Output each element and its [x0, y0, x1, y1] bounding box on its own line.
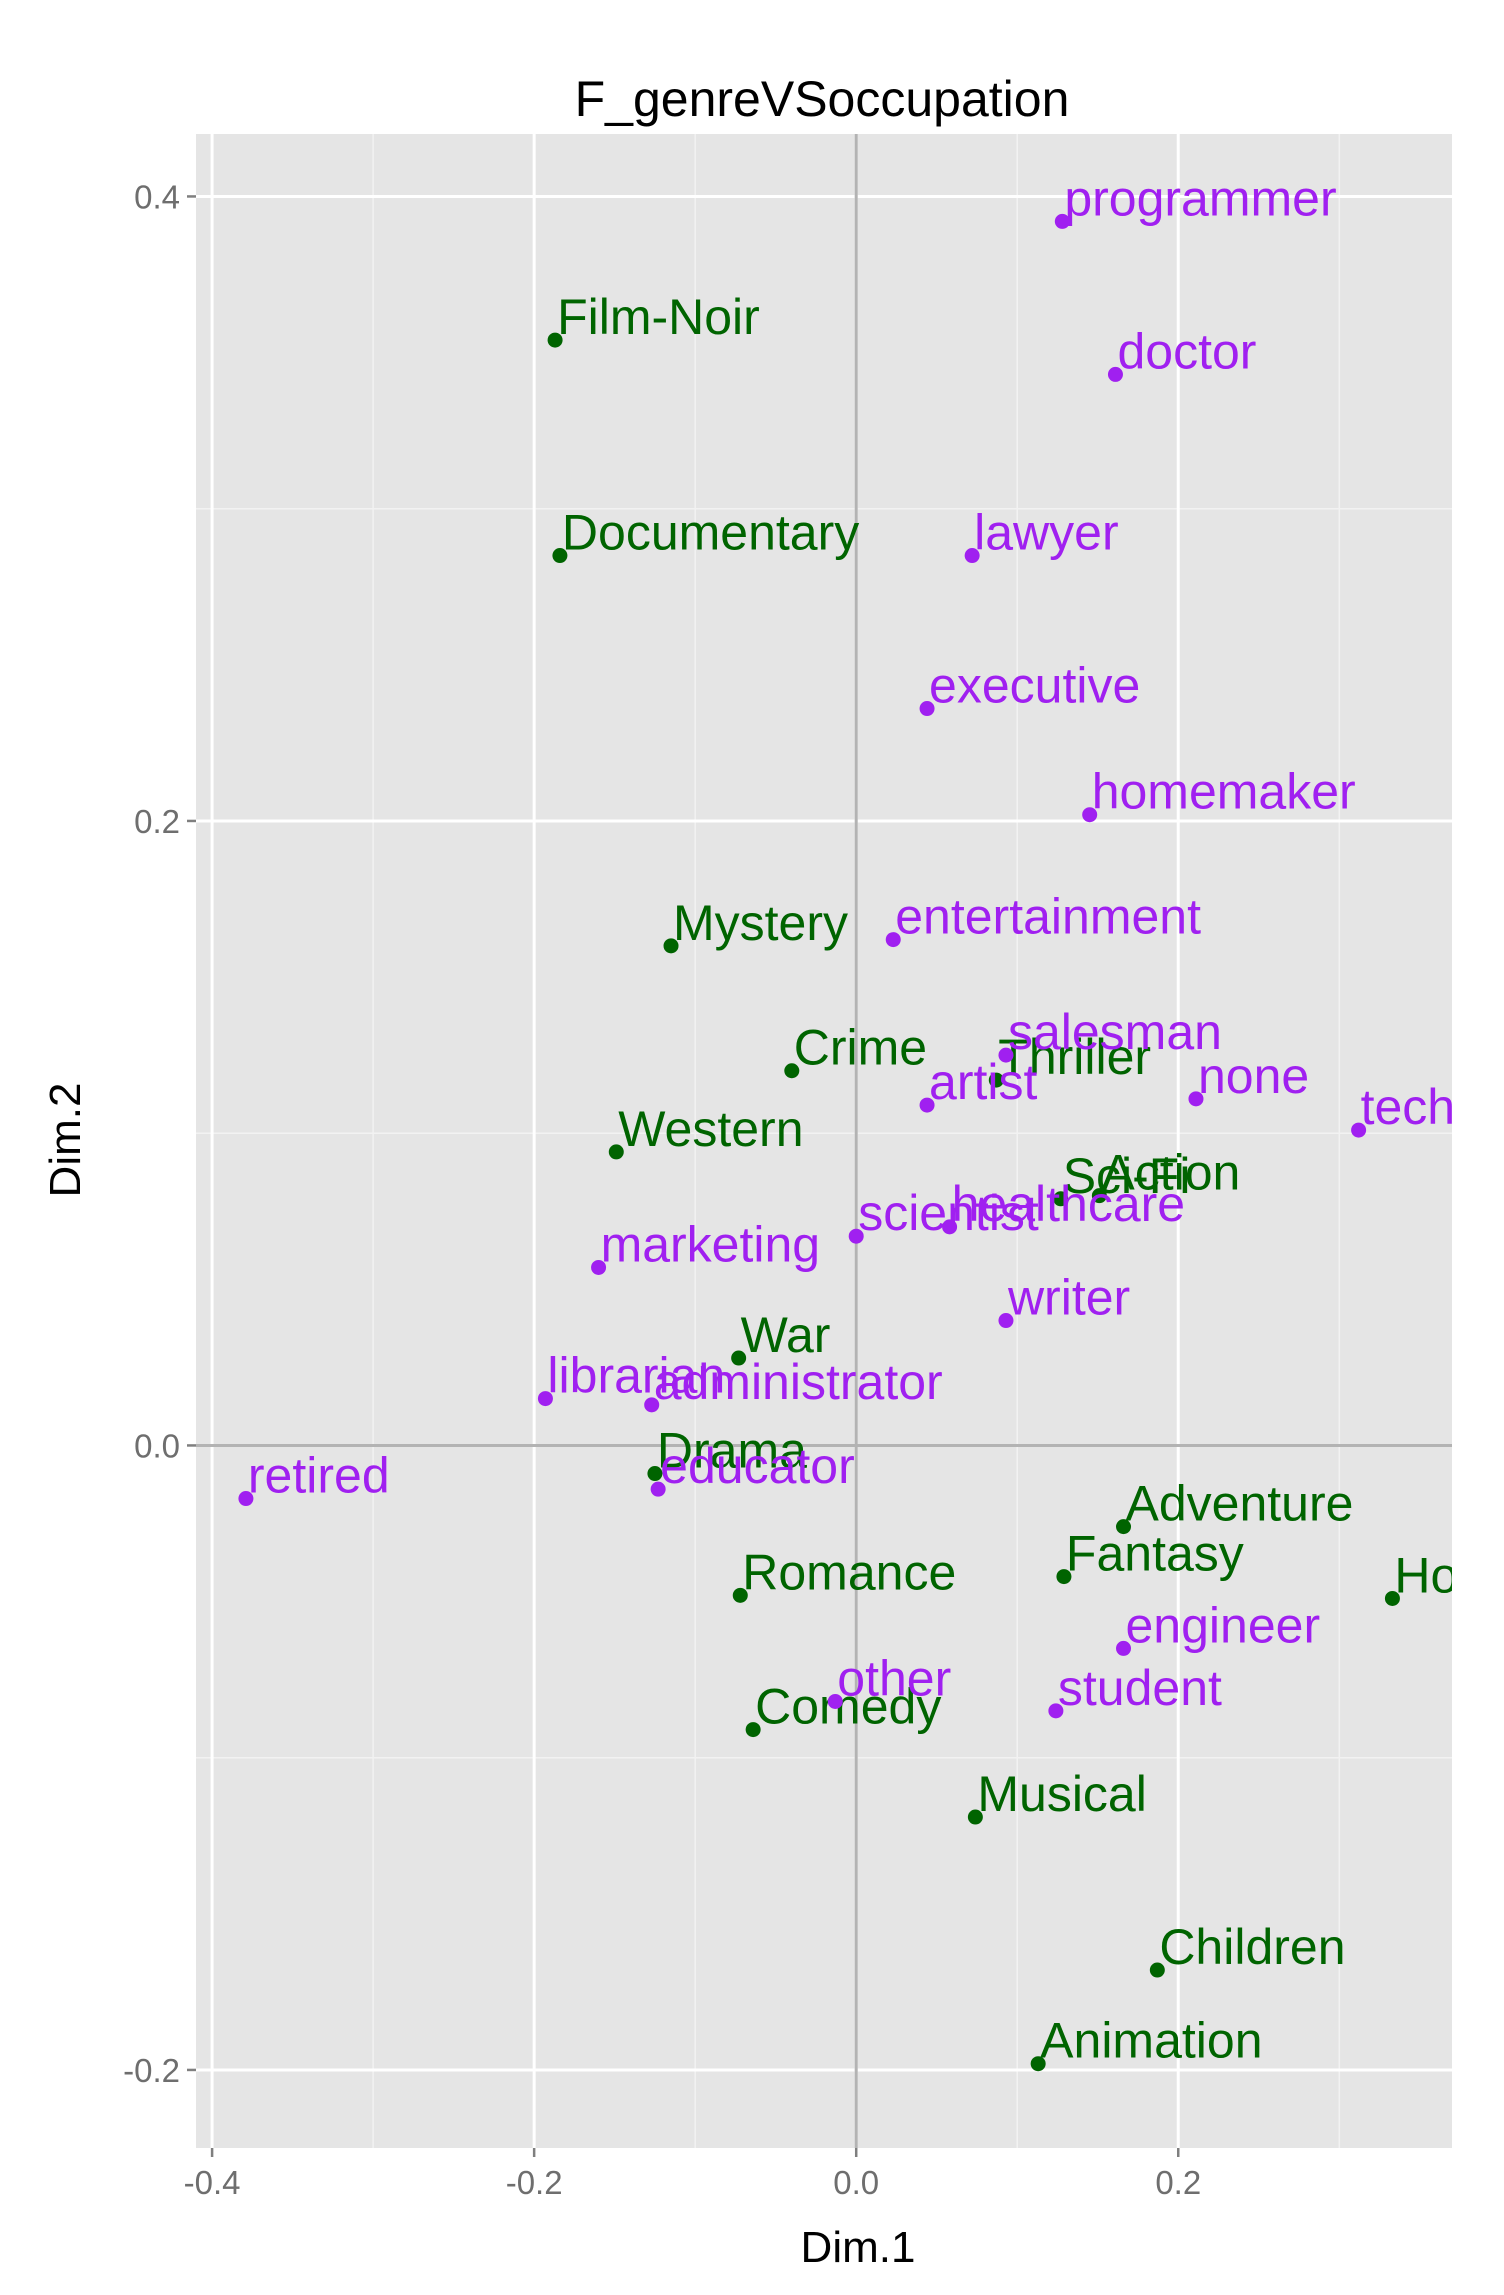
reference-lines	[196, 134, 1452, 2148]
point-label: Mystery	[673, 895, 848, 951]
data-point	[827, 1693, 843, 1709]
point-label: Children	[1159, 1919, 1345, 1975]
point-label: Action	[1101, 1145, 1240, 1201]
point-label: Comedy	[755, 1679, 941, 1735]
point-label: technician	[1361, 1079, 1504, 1135]
data-point	[1048, 1703, 1064, 1719]
minor-gridlines	[196, 134, 1452, 2148]
point-label: writer	[1007, 1270, 1130, 1326]
point-label: educator	[660, 1438, 855, 1494]
chart-title: F_genreVSoccupation	[575, 71, 1070, 127]
data-point	[942, 1219, 958, 1235]
point-label: Horror	[1394, 1547, 1504, 1603]
point-label: programmer	[1064, 170, 1336, 226]
data-point	[1091, 1188, 1107, 1204]
data-point	[1351, 1122, 1367, 1138]
point-label: student	[1058, 1660, 1222, 1716]
point-label: Crime	[794, 1020, 927, 1076]
data-point	[964, 548, 980, 564]
y-axis-title: Dim.2	[41, 1083, 90, 1198]
point-label: executive	[929, 658, 1140, 714]
data-point	[1116, 1519, 1132, 1535]
point-label: other	[837, 1650, 951, 1706]
series-group: Film-Noir Documentary Mystery Crime Thriller…	[547, 289, 1504, 2072]
x-tick-label: 0.2	[1155, 2164, 1201, 2201]
point-label: artist	[929, 1054, 1037, 1110]
point-label: marketing	[601, 1216, 821, 1272]
data-point	[1054, 213, 1070, 229]
point-label: Fantasy	[1066, 1526, 1244, 1582]
point-label: Animation	[1040, 2013, 1262, 2069]
data-point	[1107, 366, 1123, 382]
data-point	[650, 1481, 666, 1497]
point-label: lawyer	[974, 505, 1118, 561]
data-point	[1030, 2056, 1046, 2072]
point-label: none	[1198, 1048, 1309, 1104]
data-point	[885, 932, 901, 948]
data-point	[537, 1391, 553, 1407]
point-label: retired	[248, 1448, 390, 1504]
data-point	[967, 1809, 983, 1825]
data-points: Film-Noir Documentary Mystery Crime Thriller…	[238, 170, 1504, 2072]
data-point	[552, 548, 568, 564]
y-tick-label: 0.4	[134, 178, 180, 215]
data-point	[591, 1259, 607, 1275]
series-group: programmer doctor lawyer executive homemaker…	[238, 170, 1504, 1719]
y-tick-label: 0.2	[134, 803, 180, 840]
point-label: War	[741, 1307, 831, 1363]
data-point	[988, 1072, 1004, 1088]
data-point	[919, 701, 935, 717]
y-tick-label: -0.2	[123, 2052, 180, 2089]
point-label: doctor	[1117, 323, 1256, 379]
point-label: Documentary	[562, 505, 859, 561]
data-point	[998, 1313, 1014, 1329]
point-label: salesman	[1008, 1004, 1222, 1060]
y-tick-label: 0.0	[134, 1427, 180, 1464]
data-point	[1056, 1569, 1072, 1585]
point-label: Romance	[742, 1544, 956, 1600]
data-point	[1149, 1962, 1165, 1978]
data-point	[608, 1144, 624, 1160]
data-point	[644, 1397, 660, 1413]
point-label: Sci-Fi	[1063, 1148, 1191, 1204]
point-label: Drama	[657, 1423, 807, 1479]
x-tick-label: 0.0	[833, 2164, 879, 2201]
plot-panel	[196, 134, 1452, 2148]
data-point	[998, 1047, 1014, 1063]
data-point	[745, 1722, 761, 1738]
data-point	[647, 1466, 663, 1482]
data-point	[848, 1228, 864, 1244]
y-axis: -0.2 0.0 0.2 0.4	[123, 178, 196, 2089]
point-label: engineer	[1126, 1597, 1321, 1653]
data-point	[731, 1350, 747, 1366]
x-axis: -0.4 -0.2 0.0 0.2	[184, 2148, 1201, 2201]
data-point	[238, 1491, 254, 1507]
data-point	[1053, 1191, 1069, 1207]
data-point	[732, 1587, 748, 1603]
data-point	[919, 1097, 935, 1113]
x-tick-label: -0.2	[506, 2164, 563, 2201]
data-point	[1116, 1640, 1132, 1656]
point-label: healthcare	[952, 1176, 1186, 1232]
data-point	[1384, 1590, 1400, 1606]
x-tick-label: -0.4	[184, 2164, 241, 2201]
data-point	[1082, 807, 1098, 823]
point-label: Western	[618, 1101, 803, 1157]
data-point	[1188, 1091, 1204, 1107]
point-label: entertainment	[895, 889, 1201, 945]
point-label: homemaker	[1092, 764, 1356, 820]
data-point	[547, 332, 563, 348]
point-label: scientist	[858, 1185, 1039, 1241]
data-point	[663, 938, 679, 954]
point-label: Musical	[977, 1766, 1146, 1822]
point-label: Thriller	[998, 1029, 1151, 1085]
data-point	[784, 1063, 800, 1079]
point-label: Adventure	[1126, 1476, 1354, 1532]
point-label: librarian	[547, 1348, 725, 1404]
x-axis-title: Dim.1	[801, 2223, 916, 2272]
point-label: Film-Noir	[557, 289, 760, 345]
point-label: administrator	[654, 1354, 943, 1410]
